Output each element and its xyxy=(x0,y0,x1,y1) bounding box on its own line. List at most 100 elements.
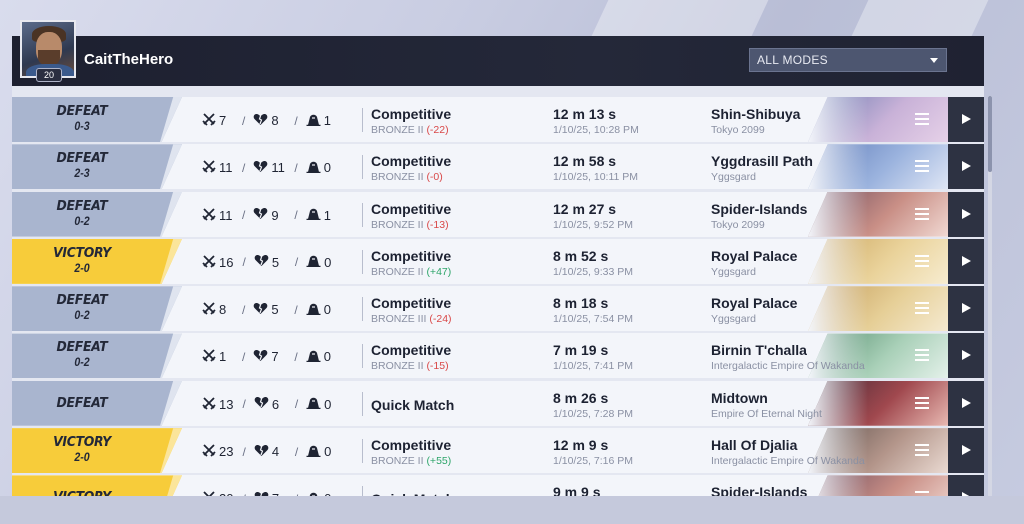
replay-play-button[interactable] xyxy=(948,286,984,332)
replay-play-button[interactable] xyxy=(948,333,984,379)
match-score: 2-0 xyxy=(74,452,90,465)
kills-count: 7 xyxy=(219,113,227,128)
bottom-area xyxy=(0,496,1024,524)
assists-count: 1 xyxy=(323,113,331,128)
match-datetime: 1/10/25, 9:52 PM xyxy=(553,218,633,231)
match-score: 2-0 xyxy=(74,262,90,275)
map-name: Yggdrasill Path xyxy=(711,153,813,170)
replay-play-button[interactable] xyxy=(948,380,984,426)
rank-tier: BRONZE II xyxy=(371,360,424,373)
broken-heart-icon xyxy=(253,302,268,318)
rank-info: BRONZE II (-22) xyxy=(371,124,449,136)
map-region: Yggsgard xyxy=(711,265,756,278)
stat-separator: / xyxy=(242,160,246,175)
rank-delta: (-24) xyxy=(429,313,452,326)
match-result-banner: VICTORY 2-0 xyxy=(12,238,182,284)
deaths-count: 5 xyxy=(271,302,279,318)
broken-heart-icon xyxy=(253,207,268,223)
map-region: Tokyo 2099 xyxy=(711,124,765,136)
game-mode: Competitive xyxy=(371,295,452,312)
match-duration: 7 m 19 s xyxy=(553,342,609,359)
kills-count: 8 xyxy=(219,302,227,318)
replay-play-button[interactable] xyxy=(948,97,984,142)
match-row[interactable]: DEFEAT 0-2 1 / 7 / 0 Competitive BRONZE II (-15)… xyxy=(12,333,984,379)
column-divider xyxy=(362,439,363,464)
helmet-icon xyxy=(306,254,321,270)
match-result: VICTORY xyxy=(53,434,111,451)
match-row[interactable]: DEFEAT 0-3 7 / 8 / 1 Competitive BRONZE II (-22)… xyxy=(12,97,984,142)
column-divider xyxy=(362,344,363,369)
crossed-swords-icon xyxy=(202,396,216,413)
match-result: DEFEAT xyxy=(56,103,108,119)
map-region: Tokyo 2099 xyxy=(711,218,765,231)
menu-icon[interactable] xyxy=(915,302,929,315)
kills-count: 1 xyxy=(219,349,227,365)
rank-info: BRONZE II (+55) xyxy=(371,455,451,467)
map-region: Intergalactic Empire Of Wakanda xyxy=(711,455,865,468)
player-avatar[interactable] xyxy=(20,20,76,78)
mode-filter-dropdown[interactable]: ALL MODES xyxy=(749,48,947,72)
replay-play-button[interactable] xyxy=(948,238,984,284)
menu-icon[interactable] xyxy=(915,396,929,409)
assists-count: 0 xyxy=(324,396,332,412)
game-mode: Competitive xyxy=(371,200,452,217)
match-result: DEFEAT xyxy=(56,394,108,411)
match-result: DEFEAT xyxy=(56,197,108,214)
rank-info: BRONZE II (+47) xyxy=(371,266,451,278)
match-result-banner: DEFEAT 0-2 xyxy=(12,191,182,237)
scrollbar-thumb[interactable] xyxy=(988,96,992,172)
scrollbar[interactable] xyxy=(988,96,992,496)
map-name: Royal Palace xyxy=(711,247,798,264)
replay-play-button[interactable] xyxy=(948,191,984,237)
rank-tier: BRONZE II xyxy=(371,171,424,184)
kda-stats: 8 / 5 / 0 xyxy=(202,301,338,318)
crossed-swords-icon xyxy=(202,207,216,224)
menu-icon[interactable] xyxy=(915,113,929,125)
match-datetime: 1/10/25, 7:28 PM xyxy=(553,407,633,420)
column-divider xyxy=(362,391,363,416)
replay-play-button[interactable] xyxy=(948,428,984,474)
rank-info: BRONZE II (-0) xyxy=(371,171,443,183)
match-row[interactable]: DEFEAT 13 / 6 / 0 Quick Match 8 m 26 s 1/10/25, … xyxy=(12,380,984,426)
deaths-count: 9 xyxy=(271,207,279,223)
match-score: 0-2 xyxy=(74,310,90,323)
match-row[interactable]: VICTORY 2-0 23 / 4 / 0 Competitive BRONZE II (+5… xyxy=(12,428,984,474)
kills-count: 13 xyxy=(219,396,234,412)
map-name: Birnin T'challa xyxy=(711,342,807,359)
helmet-icon xyxy=(306,113,321,129)
kda-stats: 11 / 11 / 0 xyxy=(202,159,338,176)
match-result-banner: DEFEAT 0-3 xyxy=(12,97,182,142)
match-result-banner: DEFEAT 0-2 xyxy=(12,333,182,379)
match-row[interactable]: DEFEAT 0-2 8 / 5 / 0 Competitive BRONZE III (-24… xyxy=(12,286,984,332)
kda-stats: 7 / 8 / 1 xyxy=(202,112,338,129)
stat-separator: / xyxy=(242,444,246,459)
match-row[interactable]: DEFEAT 0-2 11/9/1 Competitive BRONZE II (-13… xyxy=(12,191,984,237)
menu-icon[interactable] xyxy=(915,207,929,220)
stat-separator: / xyxy=(294,444,299,459)
rank-delta: (-22) xyxy=(426,124,449,136)
stat-separator: / xyxy=(294,208,298,223)
match-duration: 8 m 26 s xyxy=(553,389,609,406)
match-score: 2-3 xyxy=(74,168,90,181)
menu-icon[interactable] xyxy=(915,254,929,267)
menu-icon[interactable] xyxy=(915,444,929,457)
game-mode: Competitive xyxy=(371,247,452,264)
rank-info: BRONZE III (-24) xyxy=(371,313,452,325)
crossed-swords-icon xyxy=(202,254,216,271)
rank-info: BRONZE II (-13) xyxy=(371,219,449,231)
match-datetime: 1/10/25, 10:11 PM xyxy=(553,171,639,184)
game-mode: Competitive xyxy=(371,437,452,454)
rank-delta: (-15) xyxy=(426,360,449,373)
match-result: DEFEAT xyxy=(56,292,108,309)
match-row[interactable]: DEFEAT 2-3 11 / 11 / 0 Competitive BRONZE II (-0… xyxy=(12,144,984,190)
match-row[interactable]: VICTORY 2-0 16/5/0 Competitive BRONZE II (+4… xyxy=(12,238,984,284)
menu-icon[interactable] xyxy=(915,349,929,362)
replay-play-button[interactable] xyxy=(948,144,984,190)
rank-tier: BRONZE II xyxy=(371,218,424,231)
helmet-icon xyxy=(306,349,321,365)
crossed-swords-icon xyxy=(202,159,216,176)
broken-heart-icon xyxy=(253,113,268,129)
rank-delta: (+55) xyxy=(426,455,452,468)
match-result: DEFEAT xyxy=(56,150,108,167)
menu-icon[interactable] xyxy=(915,160,929,173)
